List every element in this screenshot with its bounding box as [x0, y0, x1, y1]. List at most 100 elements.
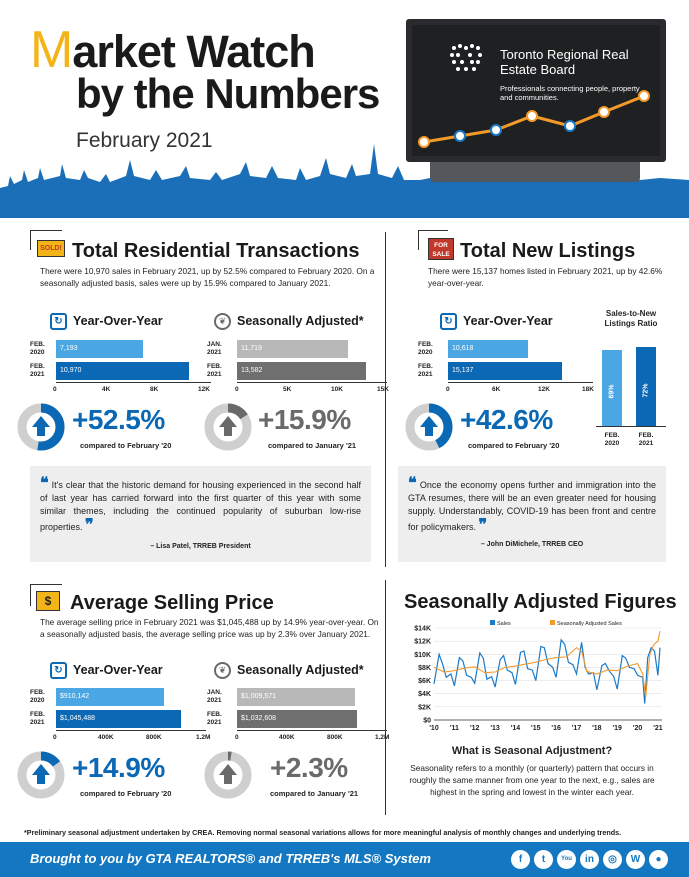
instagram-icon[interactable]: ◎ — [603, 850, 622, 869]
page-title-line1: Market Watch — [30, 20, 316, 80]
leaf-icon: ❦ — [214, 313, 231, 330]
bar-feb-2021: 10,970 — [56, 362, 189, 380]
column-divider-bottom — [385, 580, 386, 815]
axis-tick: 0 — [235, 386, 239, 393]
axis-tick: 0 — [53, 386, 57, 393]
close-quote-icon: ❞ — [478, 515, 488, 534]
close-quote-icon: ❞ — [85, 515, 94, 534]
open-quote-icon: ❝ — [408, 473, 417, 492]
series-line-sales — [433, 638, 661, 704]
transactions-yoy-compare: compared to February '20 — [80, 441, 172, 450]
sa-figures-title: Seasonally Adjusted Figures — [404, 591, 677, 613]
ratio-chart: 69% 72% — [596, 335, 666, 427]
x-axis — [237, 382, 387, 383]
youtube-icon[interactable]: You — [557, 850, 576, 869]
bar-label: FEB. 2021 — [207, 711, 222, 726]
price-yoy-pct: +14.9% — [72, 752, 165, 783]
bar-feb-2020: 10,618 — [448, 340, 528, 358]
x-tick-label: '10 — [429, 725, 439, 732]
open-quote-icon: ❝ — [40, 473, 49, 492]
for-sale-sign-icon: FOR SALE — [428, 238, 454, 260]
bar-feb-2020: 7,193 — [56, 340, 143, 358]
x-tick-label: '18 — [592, 725, 602, 732]
sign-arm — [30, 584, 62, 585]
axis-tick: 400K — [98, 734, 114, 741]
monitor-line-graphic — [418, 90, 650, 148]
x-axis — [448, 382, 593, 383]
price-sa-title: Seasonally Adjusted* — [237, 663, 364, 677]
flickr-icon[interactable]: ● — [649, 850, 668, 869]
transactions-yoy-pct: +52.5% — [72, 404, 165, 435]
monitor-graphic — [406, 19, 666, 162]
progress-ring-up-icon — [17, 751, 65, 799]
transactions-sa-compare: compared to January '21 — [268, 441, 357, 450]
axis-tick: 15K — [377, 386, 389, 393]
ratio-label-2020: FEB. 2020 — [604, 432, 620, 447]
calendar-icon: ↻ — [440, 313, 457, 330]
legend-label: Seasonally Adjusted Sales — [557, 621, 622, 627]
trreb-logo-icon — [450, 44, 482, 71]
page-title-line2: by the Numbers — [76, 70, 380, 117]
wordpress-icon[interactable]: W — [626, 850, 645, 869]
x-tick-label: '19 — [612, 725, 622, 732]
listings-desc: There were 15,137 homes listed in Februa… — [428, 266, 663, 288]
legend-swatch — [490, 620, 495, 625]
sign-post — [30, 230, 31, 250]
sign-post — [30, 584, 31, 606]
x-tick-label: '15 — [531, 725, 541, 732]
ratio-label-2021: FEB. 2021 — [638, 432, 654, 447]
quote-text: It's clear that the historic demand for … — [40, 480, 361, 532]
calendar-icon: ↻ — [50, 313, 67, 330]
ratio-bar-2021: 72% — [636, 347, 656, 426]
x-tick-label: '20 — [633, 725, 643, 732]
bar-jan-2021: 11,719 — [237, 340, 348, 358]
series-line-sa-sales — [433, 631, 661, 698]
axis-tick: 400K — [279, 734, 295, 741]
bar-label: FEB. 2020 — [30, 689, 45, 704]
x-tick-label: '16 — [551, 725, 561, 732]
bar-feb-2021: 13,582 — [237, 362, 366, 380]
what-is-sa-text: Seasonality refers to a monthly (or quar… — [409, 763, 655, 797]
board-tagline: Professionals connecting people, propert… — [500, 84, 640, 102]
twitter-icon[interactable]: t — [534, 850, 553, 869]
axis-tick: 1.2M — [375, 734, 390, 741]
axis-tick: 0 — [53, 734, 57, 741]
y-tick-label: $6K — [418, 678, 431, 685]
linkedin-icon[interactable]: in — [580, 850, 599, 869]
x-tick-label: '13 — [490, 725, 500, 732]
axis-tick: 800K — [146, 734, 162, 741]
bar-feb-2021: $1,032,608 — [237, 710, 357, 728]
social-icons: f t You in ◎ W ● — [511, 850, 668, 869]
transactions-sa-title: Seasonally Adjusted* — [237, 314, 364, 328]
facebook-icon[interactable]: f — [511, 850, 530, 869]
price-sa-pct: +2.3% — [270, 752, 348, 783]
bar-label: JAN. 2021 — [207, 341, 222, 356]
bar-label: FEB. 2020 — [30, 341, 45, 356]
legend-label: Sales — [497, 621, 511, 627]
axis-tick: 6K — [492, 386, 501, 393]
bar-jan-2021: $1,009,571 — [237, 688, 355, 706]
sign-post — [418, 230, 419, 250]
axis-tick: 0 — [235, 734, 239, 741]
axis-tick: 0 — [446, 386, 450, 393]
y-tick-label: $2K — [418, 704, 431, 711]
x-axis — [56, 730, 206, 731]
title-m-letter: M — [30, 21, 73, 79]
listings-title: Total New Listings — [460, 240, 636, 262]
axis-tick: 800K — [327, 734, 343, 741]
listings-yoy-title: Year-Over-Year — [463, 314, 553, 328]
board-name: Toronto Regional Real Estate Board — [500, 47, 629, 77]
axis-tick: 4K — [102, 386, 111, 393]
transactions-sa-pct: +15.9% — [258, 404, 351, 435]
price-yoy-title: Year-Over-Year — [73, 663, 163, 677]
progress-ring-up-icon — [17, 403, 65, 451]
progress-ring-up-icon — [204, 403, 252, 451]
leaf-icon: ❦ — [214, 662, 231, 679]
dollar-sign-icon: $ — [36, 591, 60, 611]
sold-sign-icon: SOLD! — [37, 240, 65, 257]
axis-tick: 10K — [331, 386, 343, 393]
bar-label: FEB. 2021 — [30, 711, 45, 726]
footnote: *Preliminary seasonal adjustment underta… — [24, 828, 622, 837]
axis-tick: 5K — [283, 386, 292, 393]
y-tick-label: $10K — [414, 652, 431, 659]
